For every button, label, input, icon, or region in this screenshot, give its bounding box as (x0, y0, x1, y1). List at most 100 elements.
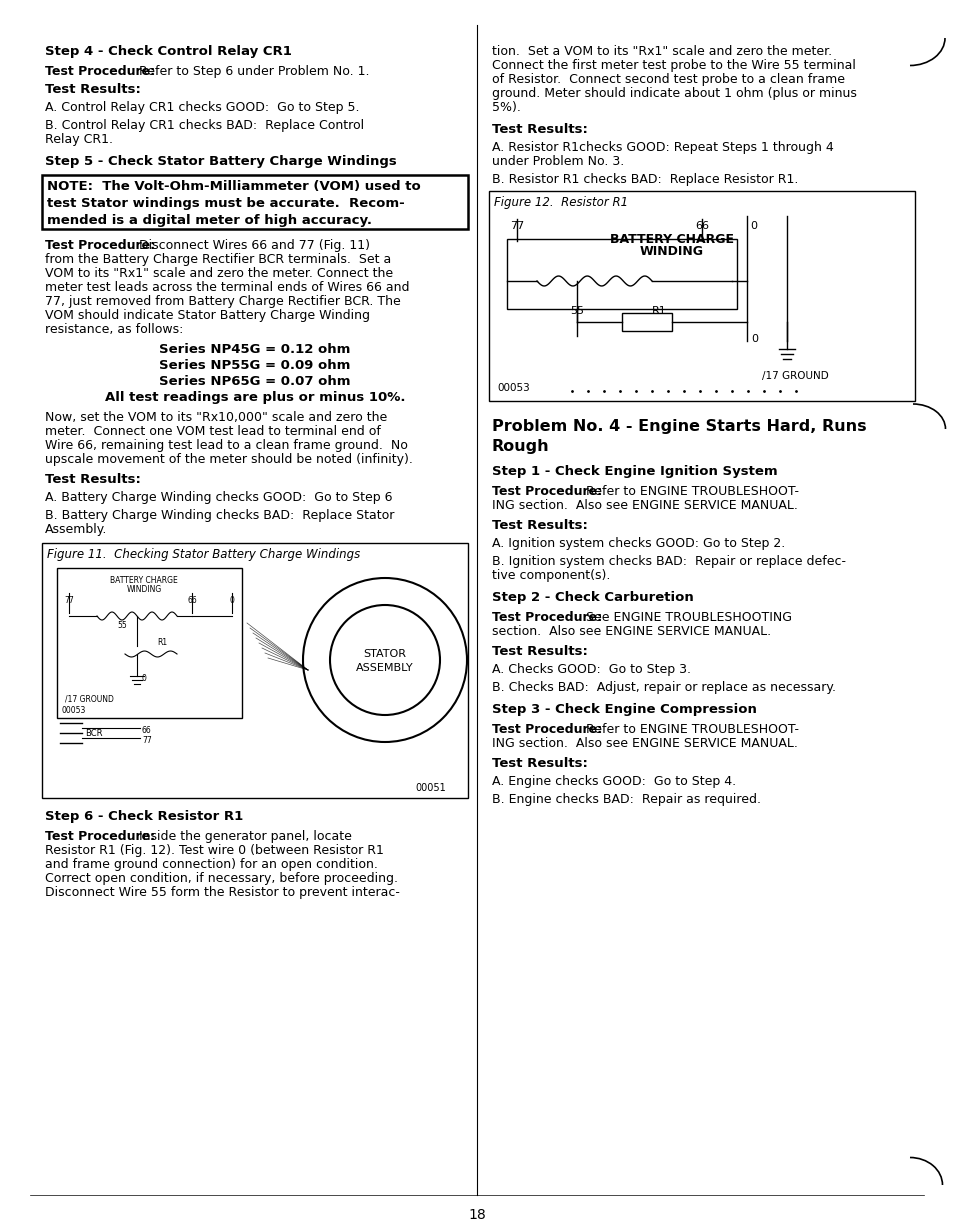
Text: Test Results:: Test Results: (492, 519, 587, 532)
Text: STATOR: STATOR (363, 649, 406, 659)
FancyBboxPatch shape (42, 175, 468, 229)
Bar (506, 239, 737, 309)
FancyBboxPatch shape (42, 543, 468, 798)
Text: Test Procedure:: Test Procedure: (492, 723, 601, 736)
Text: meter test leads across the terminal ends of Wires 66 and: meter test leads across the terminal end… (45, 281, 409, 294)
Text: section.  Also see ENGINE SERVICE MANUAL.: section. Also see ENGINE SERVICE MANUAL. (492, 625, 770, 638)
Bar (57, 567, 242, 718)
Text: Resistor R1 (Fig. 12). Test wire 0 (between Resistor R1: Resistor R1 (Fig. 12). Test wire 0 (betw… (45, 844, 383, 857)
Text: Inside the generator panel, locate: Inside the generator panel, locate (131, 830, 352, 843)
Text: Now, set the VOM to its "Rx10,000" scale and zero the: Now, set the VOM to its "Rx10,000" scale… (45, 411, 387, 423)
Text: 77: 77 (509, 222, 523, 231)
Text: Refer to ENGINE TROUBLESHOOT-: Refer to ENGINE TROUBLESHOOT- (578, 485, 799, 499)
Text: test Stator windings must be accurate.  Recom-: test Stator windings must be accurate. R… (47, 197, 404, 211)
Text: Refer to ENGINE TROUBLESHOOT-: Refer to ENGINE TROUBLESHOOT- (578, 723, 799, 736)
Text: Test Procedure:: Test Procedure: (492, 485, 601, 499)
Text: A. Engine checks GOOD:  Go to Step 4.: A. Engine checks GOOD: Go to Step 4. (492, 776, 736, 788)
Text: 00051: 00051 (415, 783, 445, 793)
Text: 66: 66 (695, 222, 708, 231)
Text: Test Procedure:: Test Procedure: (492, 611, 601, 624)
Text: All test readings are plus or minus 10%.: All test readings are plus or minus 10%. (105, 391, 405, 404)
Text: 5%).: 5%). (492, 101, 520, 114)
Text: Assembly.: Assembly. (45, 523, 108, 535)
Text: ground. Meter should indicate about 1 ohm (plus or minus: ground. Meter should indicate about 1 oh… (492, 87, 856, 100)
Text: Problem No. 4 - Engine Starts Hard, Runs: Problem No. 4 - Engine Starts Hard, Runs (492, 419, 865, 435)
Text: 77: 77 (142, 736, 152, 745)
Text: Step 3 - Check Engine Compression: Step 3 - Check Engine Compression (492, 703, 756, 716)
Text: 55: 55 (569, 307, 583, 316)
Text: Step 4 - Check Control Relay CR1: Step 4 - Check Control Relay CR1 (45, 46, 292, 58)
Text: A. Control Relay CR1 checks GOOD:  Go to Step 5.: A. Control Relay CR1 checks GOOD: Go to … (45, 101, 359, 114)
Text: BATTERY CHARGE: BATTERY CHARGE (110, 576, 177, 585)
Text: VOM to its "Rx1" scale and zero the meter. Connect the: VOM to its "Rx1" scale and zero the mete… (45, 267, 393, 279)
Bar (621, 313, 671, 331)
Text: Test Procedure:: Test Procedure: (45, 830, 155, 843)
Text: WINDING: WINDING (639, 245, 703, 259)
Text: See ENGINE TROUBLESHOOTING: See ENGINE TROUBLESHOOTING (578, 611, 791, 624)
Text: Refer to Step 6 under Problem No. 1.: Refer to Step 6 under Problem No. 1. (131, 65, 369, 78)
Text: Figure 12.  Resistor R1: Figure 12. Resistor R1 (494, 196, 627, 209)
Text: A. Battery Charge Winding checks GOOD:  Go to Step 6: A. Battery Charge Winding checks GOOD: G… (45, 491, 392, 503)
Text: A. Resistor R1checks GOOD: Repeat Steps 1 through 4: A. Resistor R1checks GOOD: Repeat Steps … (492, 142, 833, 154)
Text: Disconnect Wires 66 and 77 (Fig. 11): Disconnect Wires 66 and 77 (Fig. 11) (131, 239, 370, 252)
Text: NOTE:  The Volt-Ohm-Milliammeter (VOM) used to: NOTE: The Volt-Ohm-Milliammeter (VOM) us… (47, 180, 420, 193)
Text: from the Battery Charge Rectifier BCR terminals.  Set a: from the Battery Charge Rectifier BCR te… (45, 254, 391, 266)
Text: under Problem No. 3.: under Problem No. 3. (492, 155, 623, 167)
Text: A. Ignition system checks GOOD: Go to Step 2.: A. Ignition system checks GOOD: Go to St… (492, 537, 784, 550)
Text: Step 2 - Check Carburetion: Step 2 - Check Carburetion (492, 591, 693, 604)
Text: B. Engine checks BAD:  Repair as required.: B. Engine checks BAD: Repair as required… (492, 793, 760, 806)
Text: upscale movement of the meter should be noted (infinity).: upscale movement of the meter should be … (45, 453, 413, 467)
Text: Disconnect Wire 55 form the Resistor to prevent interac-: Disconnect Wire 55 form the Resistor to … (45, 886, 399, 899)
Text: mended is a digital meter of high accuracy.: mended is a digital meter of high accura… (47, 214, 372, 227)
Text: Wire 66, remaining test lead to a clean frame ground.  No: Wire 66, remaining test lead to a clean … (45, 439, 408, 452)
Text: 00053: 00053 (497, 383, 529, 393)
Text: ING section.  Also see ENGINE SERVICE MANUAL.: ING section. Also see ENGINE SERVICE MAN… (492, 737, 797, 750)
Text: of Resistor.  Connect second test probe to a clean frame: of Resistor. Connect second test probe t… (492, 73, 844, 86)
Text: 0: 0 (230, 596, 234, 604)
Text: Rough: Rough (492, 439, 549, 454)
Text: Figure 11.  Checking Stator Battery Charge Windings: Figure 11. Checking Stator Battery Charg… (47, 548, 360, 561)
Text: 66: 66 (187, 596, 196, 604)
Text: A. Checks GOOD:  Go to Step 3.: A. Checks GOOD: Go to Step 3. (492, 664, 690, 676)
Text: tion.  Set a VOM to its "Rx1" scale and zero the meter.: tion. Set a VOM to its "Rx1" scale and z… (492, 46, 831, 58)
Text: BCR: BCR (85, 729, 102, 737)
Text: meter.  Connect one VOM test lead to terminal end of: meter. Connect one VOM test lead to term… (45, 425, 380, 438)
Text: 66: 66 (142, 726, 152, 735)
Text: 0: 0 (142, 675, 147, 683)
Text: 55: 55 (117, 620, 127, 630)
Text: Relay CR1.: Relay CR1. (45, 133, 112, 146)
FancyBboxPatch shape (489, 191, 914, 401)
Text: ING section.  Also see ENGINE SERVICE MANUAL.: ING section. Also see ENGINE SERVICE MAN… (492, 499, 797, 512)
Text: Connect the first meter test probe to the Wire 55 terminal: Connect the first meter test probe to th… (492, 59, 855, 71)
Text: Step 1 - Check Engine Ignition System: Step 1 - Check Engine Ignition System (492, 465, 777, 478)
Text: 77: 77 (64, 596, 73, 604)
Text: 18: 18 (468, 1208, 485, 1222)
Text: Test Procedure:: Test Procedure: (45, 65, 155, 78)
Text: Step 6 - Check Resistor R1: Step 6 - Check Resistor R1 (45, 810, 243, 824)
Text: BATTERY CHARGE: BATTERY CHARGE (609, 233, 733, 246)
Text: VOM should indicate Stator Battery Charge Winding: VOM should indicate Stator Battery Charg… (45, 309, 370, 323)
Text: Test Results:: Test Results: (492, 757, 587, 771)
Text: Series NP45G = 0.12 ohm: Series NP45G = 0.12 ohm (159, 343, 351, 356)
Text: and frame ground connection) for an open condition.: and frame ground connection) for an open… (45, 858, 377, 872)
Text: 0: 0 (751, 334, 758, 343)
Text: Test Results:: Test Results: (45, 473, 141, 486)
Text: 77, just removed from Battery Charge Rectifier BCR. The: 77, just removed from Battery Charge Rec… (45, 295, 400, 308)
Text: B. Checks BAD:  Adjust, repair or replace as necessary.: B. Checks BAD: Adjust, repair or replace… (492, 681, 835, 694)
Text: Test Results:: Test Results: (45, 82, 141, 96)
Text: Series NP55G = 0.09 ohm: Series NP55G = 0.09 ohm (159, 359, 351, 372)
Text: Correct open condition, if necessary, before proceeding.: Correct open condition, if necessary, be… (45, 872, 397, 885)
Text: resistance, as follows:: resistance, as follows: (45, 323, 183, 336)
Text: R1: R1 (651, 307, 666, 316)
Text: 00053: 00053 (62, 707, 87, 715)
Text: /17 GROUND: /17 GROUND (761, 371, 828, 382)
Text: Test Results:: Test Results: (492, 123, 587, 135)
Text: ASSEMBLY: ASSEMBLY (355, 664, 414, 673)
Text: B. Control Relay CR1 checks BAD:  Replace Control: B. Control Relay CR1 checks BAD: Replace… (45, 119, 364, 132)
Text: /17 GROUND: /17 GROUND (65, 694, 113, 703)
Text: Test Procedure:: Test Procedure: (45, 239, 155, 252)
Text: Test Results:: Test Results: (492, 645, 587, 659)
Text: Step 5 - Check Stator Battery Charge Windings: Step 5 - Check Stator Battery Charge Win… (45, 155, 396, 167)
Text: B. Battery Charge Winding checks BAD:  Replace Stator: B. Battery Charge Winding checks BAD: Re… (45, 508, 394, 522)
Text: Series NP65G = 0.07 ohm: Series NP65G = 0.07 ohm (159, 375, 351, 388)
